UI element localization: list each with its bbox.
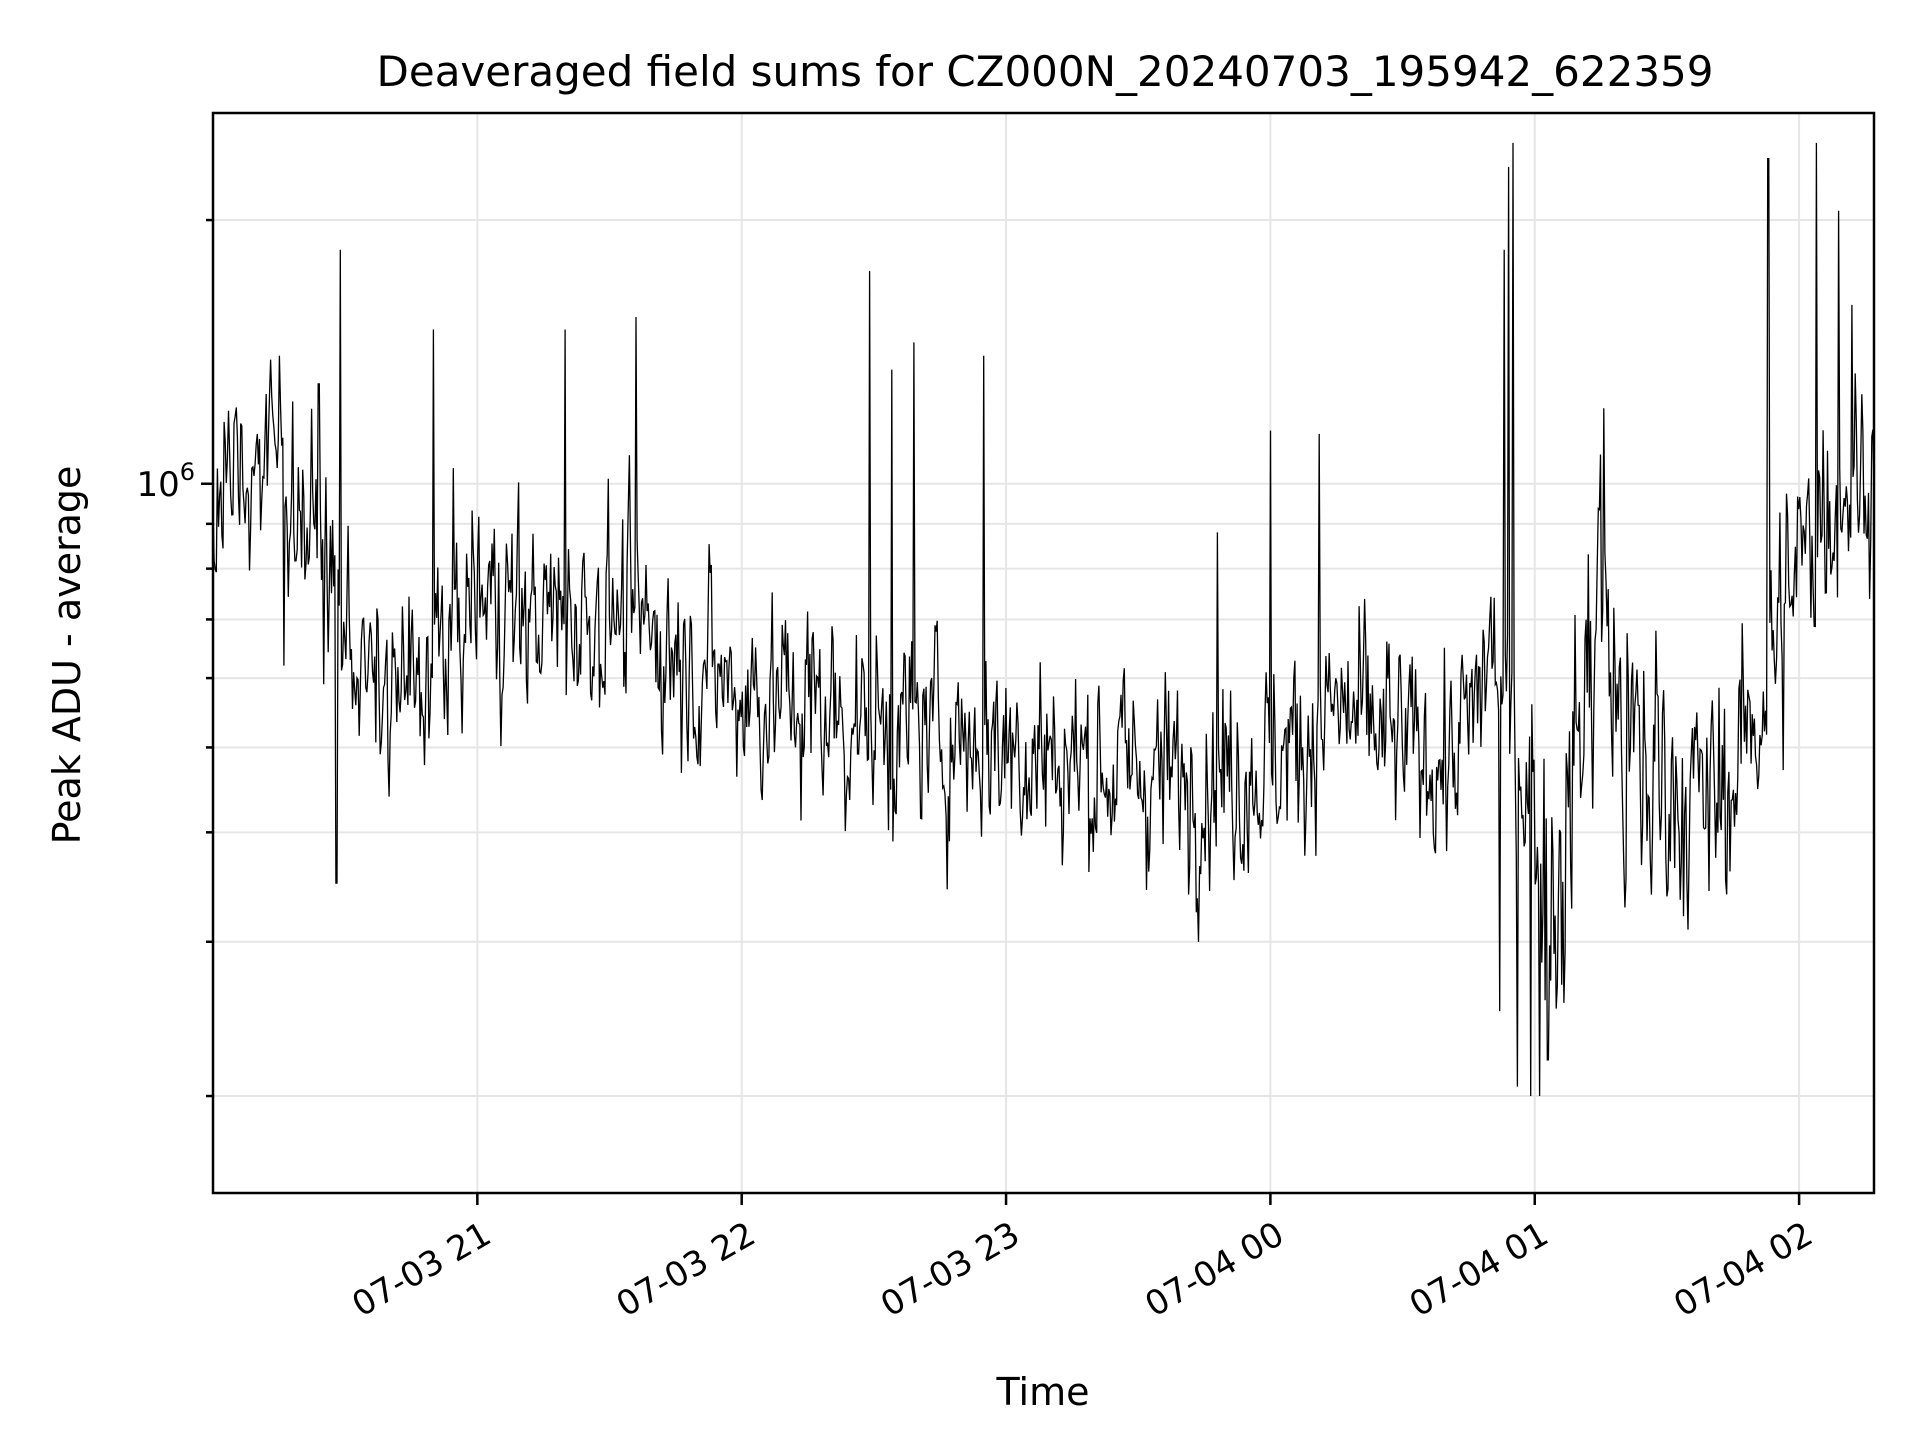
x-tick-label: 07-03 23 xyxy=(874,1214,1026,1325)
x-gridlines xyxy=(476,113,1801,1193)
x-axis: 07-03 21 07-03 22 07-03 23 07-04 00 07-04 01… xyxy=(345,1193,1820,1325)
x-tick-label: 07-03 21 xyxy=(345,1214,497,1325)
y-tick-label: 106 xyxy=(136,458,195,505)
plot-frame xyxy=(211,111,1876,1195)
y-axis-label: Peak ADU - average xyxy=(45,466,89,845)
x-axis-label: Time xyxy=(996,1370,1090,1414)
series-line xyxy=(212,142,1875,1097)
x-tick-label: 07-04 01 xyxy=(1403,1214,1555,1325)
y-axis: 106 xyxy=(136,218,213,1098)
chart-title: Deaveraged field sums for CZ000N_2024070… xyxy=(377,47,1714,96)
x-tick-label: 07-03 22 xyxy=(610,1214,762,1325)
x-tick-label: 07-04 02 xyxy=(1667,1214,1819,1325)
y-gridlines xyxy=(213,219,1874,1098)
x-tick-label: 07-04 00 xyxy=(1139,1214,1291,1325)
